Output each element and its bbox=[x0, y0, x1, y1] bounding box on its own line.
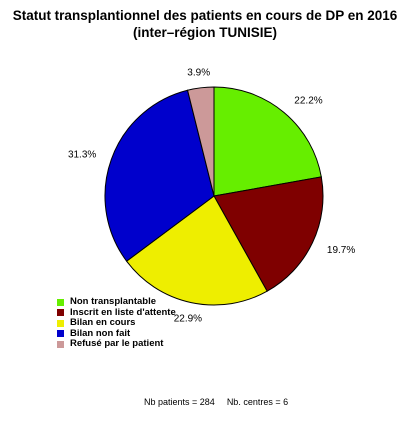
legend-swatch-1 bbox=[57, 309, 64, 317]
legend-label-0: Non transplantable bbox=[70, 296, 157, 307]
legend-item-3: Bilan non fait bbox=[57, 327, 176, 340]
chart-title: Statut transplantionnel des patients en … bbox=[0, 7, 410, 41]
centre-count: Nb. centres = 6 bbox=[226, 397, 289, 407]
legend-item-2: Bilan en cours bbox=[57, 317, 176, 329]
legend-label-1: Inscrit en liste d'attente bbox=[70, 306, 176, 318]
legend-swatch-3 bbox=[57, 330, 64, 338]
legend-swatch-0 bbox=[57, 298, 64, 306]
pie-slice-0 bbox=[213, 86, 322, 197]
pie-slice-labels: 22.2% 19.7% 22.9% 31.3% 3.9% bbox=[68, 67, 355, 324]
legend-item-1: Inscrit en liste d'attente bbox=[57, 306, 176, 319]
legend: Non transplantable Inscrit en liste d'att… bbox=[57, 296, 176, 350]
pie-slice-label-0: 22.2% bbox=[294, 96, 322, 107]
pie-slice-label-2: 22.9% bbox=[174, 314, 202, 325]
patient-count: Nb patients = 284 bbox=[144, 397, 215, 407]
pie-slice-1 bbox=[213, 176, 324, 292]
legend-swatch-2 bbox=[57, 319, 64, 327]
pie-slice-4 bbox=[186, 86, 215, 197]
pie-slice-3 bbox=[104, 89, 215, 262]
legend-swatch-4 bbox=[57, 340, 64, 348]
pie-slices bbox=[104, 86, 324, 306]
legend-label-2: Bilan en cours bbox=[70, 317, 136, 328]
chart-title-line-1: Statut transplantionnel des patients en … bbox=[12, 8, 398, 23]
pie-slice-label-3: 31.3% bbox=[68, 150, 96, 161]
legend-label-4: Refusé par le patient bbox=[70, 338, 164, 349]
chart-title-line-2: (inter–région TUNISIE) bbox=[132, 25, 277, 40]
legend-item-4: Refusé par le patient bbox=[57, 338, 176, 350]
pie-slice-label-4: 3.9% bbox=[187, 67, 210, 78]
pie-slice-2 bbox=[125, 195, 268, 306]
legend-label-3: Bilan non fait bbox=[70, 327, 131, 339]
pie-slice-label-1: 19.7% bbox=[327, 245, 355, 256]
footer: Nb patients = 284 Nb. centres = 6 bbox=[144, 397, 288, 407]
legend-item-0: Non transplantable bbox=[57, 296, 176, 308]
